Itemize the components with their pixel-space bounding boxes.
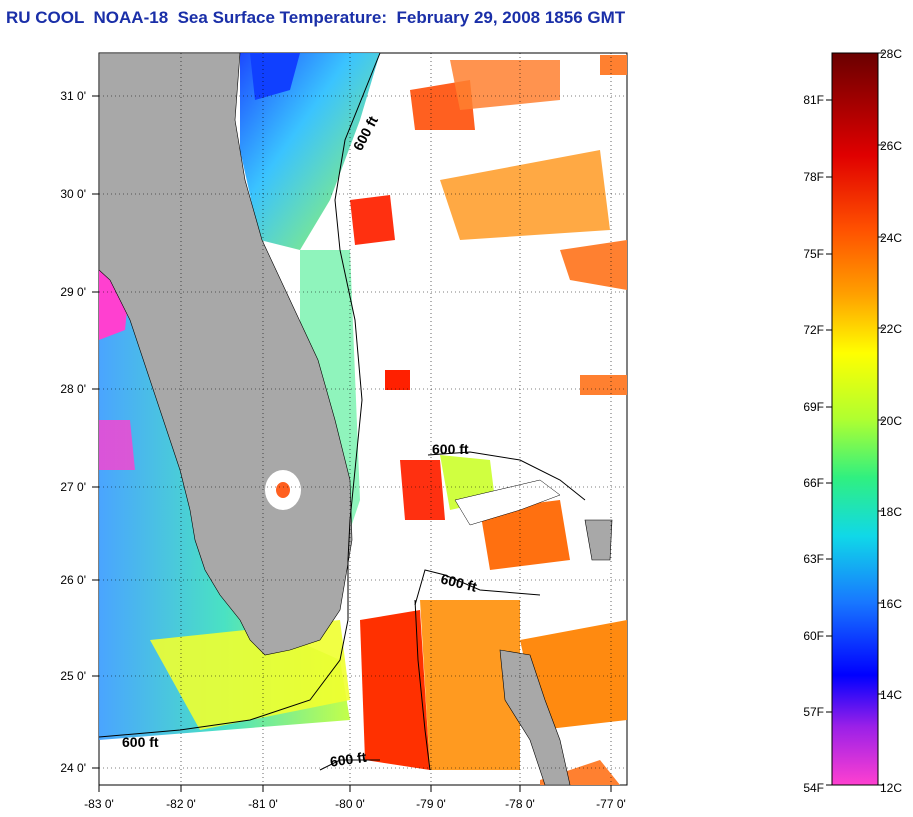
cb-f-78: 78F xyxy=(803,170,824,184)
lat-label-27: 27 0' xyxy=(60,480,86,494)
lon-label-77: -77 0' xyxy=(596,797,626,811)
pink-nearshore-2 xyxy=(99,420,135,470)
lat-label-31: 31 0' xyxy=(60,89,86,103)
contour-label-5: 600 ft xyxy=(329,749,368,770)
warm-patch-8 xyxy=(600,55,627,75)
grand-bahama xyxy=(454,479,561,526)
lat-label-28: 28 0' xyxy=(60,382,86,396)
axis-ticks xyxy=(92,95,612,792)
lake-warm-spot xyxy=(276,482,290,498)
lon-label-80: -80 0' xyxy=(335,797,365,811)
cb-f-54: 54F xyxy=(803,781,824,795)
isobath-600ft-florida xyxy=(98,52,381,738)
lon-label-82: -82 0' xyxy=(166,797,196,811)
bahamas-east-water xyxy=(520,620,627,730)
cb-c-24: 24C xyxy=(880,231,902,245)
lon-label-79: -79 0' xyxy=(416,797,446,811)
coldest-water xyxy=(250,53,300,100)
warm-patch-1 xyxy=(480,500,570,570)
cb-f-72: 72F xyxy=(803,323,824,337)
cb-c-22: 22C xyxy=(880,322,902,336)
graticule xyxy=(99,53,627,785)
isobath-600ft-bahama xyxy=(427,451,586,501)
warm-patch-2 xyxy=(440,150,610,240)
contour-label-4: 600 ft xyxy=(122,734,159,750)
cb-f-66: 66F xyxy=(803,476,824,490)
cb-c-28: 28C xyxy=(880,47,902,61)
gulf-stream-east xyxy=(420,600,520,770)
colorbar-ticks xyxy=(826,52,884,786)
lon-label-78: -78 0' xyxy=(505,797,535,811)
keys-warm-water xyxy=(150,620,350,730)
isobath-600ft-straits xyxy=(414,569,541,606)
isobath-600ft-west-bank xyxy=(414,599,431,771)
map-title: RU COOL NOAA-18 Sea Surface Temperature:… xyxy=(6,8,626,27)
cb-c-16: 16C xyxy=(880,597,902,611)
abaco-island xyxy=(584,519,613,561)
colorbar: 81F 78F 75F 72F 69F 66F 63F 60F 57F 54F … xyxy=(803,47,902,795)
andros-island xyxy=(499,649,571,785)
cold-coastal-water xyxy=(240,53,380,250)
cb-f-57: 57F xyxy=(803,705,824,719)
lon-label-83: -83 0' xyxy=(84,797,114,811)
contour-label-2: 600 ft xyxy=(432,441,469,457)
warm-patch-6 xyxy=(385,370,410,390)
lon-label-81: -81 0' xyxy=(248,797,278,811)
warm-eddy xyxy=(400,460,445,520)
cb-f-63: 63F xyxy=(803,552,824,566)
cb-f-69: 69F xyxy=(803,400,824,414)
cb-c-12: 12C xyxy=(880,781,902,795)
cb-c-26: 26C xyxy=(880,139,902,153)
lat-label-25: 25 0' xyxy=(60,669,86,683)
lat-label-24: 24 0' xyxy=(60,761,86,775)
lat-label-29: 29 0' xyxy=(60,285,86,299)
cb-f-81: 81F xyxy=(803,93,824,107)
map-panel: 600 ft 600 ft 600 ft 600 ft 600 ft xyxy=(60,52,628,811)
warm-patch-4 xyxy=(450,60,560,110)
warm-patch-9 xyxy=(350,195,395,245)
sst-field xyxy=(99,53,627,785)
cb-f-75: 75F xyxy=(803,247,824,261)
isobath-600ft-south xyxy=(319,759,380,771)
gulf-stream-core xyxy=(360,610,430,770)
cb-f-60: 60F xyxy=(803,629,824,643)
warm-patch-7 xyxy=(580,375,627,395)
colorbar-gradient xyxy=(831,52,879,786)
lat-label-30: 30 0' xyxy=(60,187,86,201)
cb-c-20: 20C xyxy=(880,414,902,428)
cb-c-18: 18C xyxy=(880,505,902,519)
lat-label-26: 26 0' xyxy=(60,573,86,587)
cb-c-14: 14C xyxy=(880,688,902,702)
warm-patch-5 xyxy=(560,240,627,290)
